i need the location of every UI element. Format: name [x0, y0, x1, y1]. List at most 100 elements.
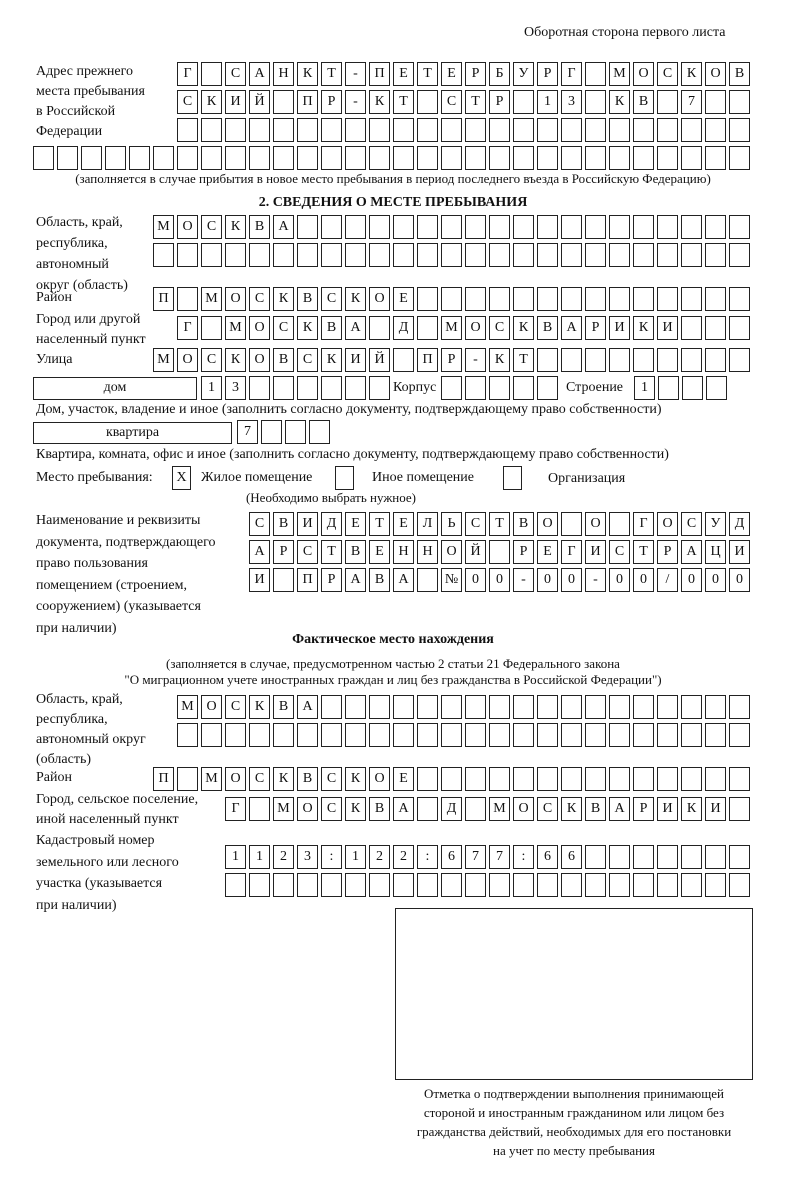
char-cell[interactable] — [537, 118, 558, 142]
char-cell[interactable] — [657, 215, 678, 239]
char-cell[interactable] — [681, 316, 702, 340]
char-cell[interactable] — [633, 348, 654, 372]
char-cell[interactable]: К — [321, 348, 342, 372]
char-cell[interactable] — [729, 243, 750, 267]
char-cell[interactable]: Т — [633, 540, 654, 564]
char-cell[interactable]: 0 — [729, 568, 750, 592]
char-cell[interactable]: : — [513, 845, 534, 869]
char-cell[interactable]: Т — [393, 90, 414, 114]
char-cell[interactable] — [681, 243, 702, 267]
char-cell[interactable] — [417, 215, 438, 239]
char-cell[interactable]: С — [249, 512, 270, 536]
char-cell[interactable]: О — [225, 287, 246, 311]
char-cell[interactable]: Т — [489, 512, 510, 536]
char-cell[interactable]: 2 — [369, 845, 390, 869]
char-cell[interactable]: В — [369, 797, 390, 821]
char-cell[interactable] — [273, 568, 294, 592]
char-cell[interactable]: П — [297, 90, 318, 114]
char-cell[interactable] — [393, 348, 414, 372]
char-cell[interactable] — [489, 695, 510, 719]
char-cell[interactable] — [201, 146, 222, 170]
char-cell[interactable] — [273, 873, 294, 897]
char-cell[interactable]: 3 — [297, 845, 318, 869]
char-cell[interactable] — [537, 873, 558, 897]
char-cell[interactable]: С — [249, 287, 270, 311]
char-cell[interactable] — [369, 118, 390, 142]
char-cell[interactable] — [681, 215, 702, 239]
char-cell[interactable] — [489, 540, 510, 564]
char-cell[interactable]: Р — [537, 62, 558, 86]
char-cell[interactable]: Е — [393, 62, 414, 86]
char-cell[interactable] — [729, 695, 750, 719]
char-cell[interactable] — [465, 767, 486, 791]
char-cell[interactable] — [393, 243, 414, 267]
char-cell[interactable]: О — [177, 348, 198, 372]
char-cell[interactable] — [537, 695, 558, 719]
char-cell[interactable]: К — [225, 215, 246, 239]
char-cell[interactable] — [465, 118, 486, 142]
char-cell[interactable] — [513, 90, 534, 114]
char-cell[interactable]: К — [561, 797, 582, 821]
char-cell[interactable] — [681, 287, 702, 311]
char-cell[interactable]: В — [369, 568, 390, 592]
char-cell[interactable]: 1 — [201, 376, 222, 400]
char-cell[interactable] — [561, 873, 582, 897]
char-cell[interactable]: 1 — [537, 90, 558, 114]
char-cell[interactable] — [513, 723, 534, 747]
char-cell[interactable] — [417, 243, 438, 267]
char-cell[interactable]: 0 — [609, 568, 630, 592]
char-cell[interactable] — [537, 215, 558, 239]
char-cell[interactable]: О — [585, 512, 606, 536]
char-cell[interactable] — [729, 90, 750, 114]
char-cell[interactable] — [705, 723, 726, 747]
char-cell[interactable]: С — [537, 797, 558, 821]
char-cell[interactable] — [561, 118, 582, 142]
char-cell[interactable] — [657, 243, 678, 267]
char-cell[interactable] — [153, 243, 174, 267]
char-cell[interactable]: 7 — [465, 845, 486, 869]
char-cell[interactable]: К — [201, 90, 222, 114]
char-cell[interactable] — [705, 767, 726, 791]
char-cell[interactable] — [657, 873, 678, 897]
char-cell[interactable] — [369, 873, 390, 897]
char-cell[interactable] — [657, 146, 678, 170]
char-cell[interactable]: К — [345, 767, 366, 791]
char-cell[interactable]: С — [441, 90, 462, 114]
char-cell[interactable] — [321, 873, 342, 897]
char-cell[interactable] — [561, 348, 582, 372]
char-cell[interactable] — [465, 215, 486, 239]
char-cell[interactable]: Н — [393, 540, 414, 564]
char-cell[interactable]: 1 — [249, 845, 270, 869]
char-cell[interactable]: К — [345, 287, 366, 311]
char-cell[interactable]: № — [441, 568, 462, 592]
char-cell[interactable] — [561, 512, 582, 536]
char-cell[interactable] — [273, 90, 294, 114]
char-cell[interactable] — [633, 767, 654, 791]
char-cell[interactable] — [393, 695, 414, 719]
char-cell[interactable] — [513, 215, 534, 239]
char-cell[interactable]: У — [705, 512, 726, 536]
char-cell[interactable] — [345, 873, 366, 897]
char-cell[interactable] — [705, 845, 726, 869]
char-cell[interactable] — [393, 146, 414, 170]
char-cell[interactable]: В — [297, 767, 318, 791]
char-cell[interactable]: С — [489, 316, 510, 340]
char-cell[interactable] — [705, 348, 726, 372]
char-cell[interactable] — [729, 723, 750, 747]
char-cell[interactable]: Р — [657, 540, 678, 564]
char-cell[interactable]: С — [273, 316, 294, 340]
char-cell[interactable] — [153, 146, 174, 170]
char-cell[interactable]: К — [681, 797, 702, 821]
char-cell[interactable] — [177, 767, 198, 791]
char-cell[interactable]: С — [321, 797, 342, 821]
char-cell[interactable]: П — [153, 287, 174, 311]
char-cell[interactable] — [441, 723, 462, 747]
char-cell[interactable]: О — [201, 695, 222, 719]
char-cell[interactable] — [513, 873, 534, 897]
char-cell[interactable]: Й — [249, 90, 270, 114]
char-cell[interactable] — [513, 146, 534, 170]
char-cell[interactable] — [609, 146, 630, 170]
char-cell[interactable] — [705, 215, 726, 239]
char-cell[interactable]: 0 — [633, 568, 654, 592]
